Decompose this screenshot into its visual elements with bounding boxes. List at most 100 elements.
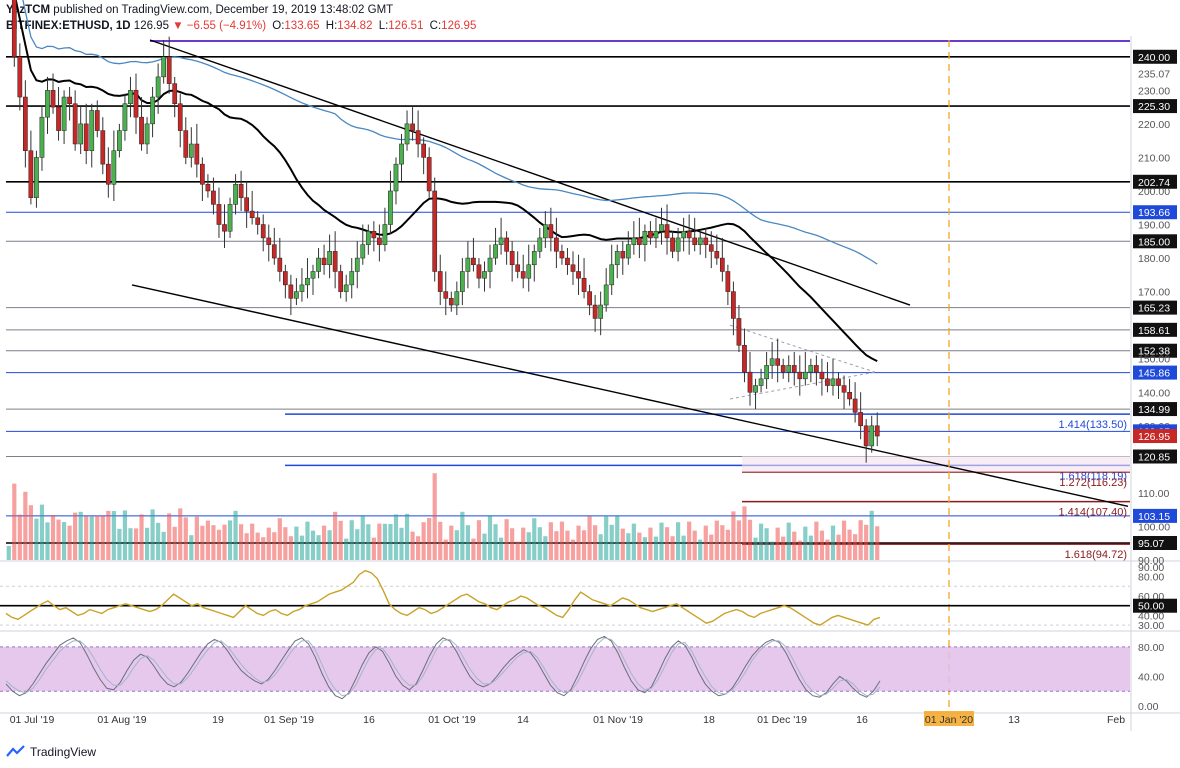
candle-body <box>869 425 875 447</box>
volume-bar <box>360 515 365 560</box>
candle-body <box>697 237 703 245</box>
candle-body <box>460 271 465 292</box>
candle-body <box>371 230 377 239</box>
candle-body <box>78 123 84 145</box>
volume-bar <box>841 520 847 560</box>
volume-bar <box>515 541 520 560</box>
volume-bar <box>576 525 581 560</box>
candle-body <box>332 251 338 272</box>
volume-bar <box>659 522 664 560</box>
candle-body <box>692 237 698 245</box>
volume-bar <box>388 524 393 560</box>
volume-bar <box>410 531 415 560</box>
candle-body <box>498 237 504 245</box>
close-label: C: <box>429 20 442 32</box>
candle-body <box>216 204 222 225</box>
volume-bar <box>709 534 714 560</box>
candle-body <box>349 271 355 286</box>
candle-body <box>648 230 653 239</box>
volume-bar <box>122 510 128 560</box>
stoch-line <box>5 637 881 697</box>
tradingview-brand[interactable]: TradingView <box>30 745 97 759</box>
candle-body <box>487 257 493 272</box>
price-tick-label: 220.00 <box>1138 119 1170 131</box>
candle-body <box>509 251 515 266</box>
price-tick-label: 140.00 <box>1138 387 1170 399</box>
tradingview-logo-icon <box>6 745 25 757</box>
candle-body <box>830 378 836 386</box>
level-price-label: 240.00 <box>1138 52 1170 64</box>
candle-body <box>531 251 537 266</box>
volume-bar <box>615 515 620 560</box>
volume-bar <box>609 524 614 560</box>
volume-bar <box>6 546 11 560</box>
candle-body <box>664 224 670 239</box>
candle-body <box>515 264 521 272</box>
level-price-label: 145.86 <box>1138 368 1170 380</box>
high-value: 134.82 <box>337 20 373 32</box>
volume-bar <box>28 505 33 560</box>
volume-bar <box>299 535 305 560</box>
candle-body <box>343 284 349 292</box>
volume-bar <box>814 521 819 560</box>
volume-bar <box>393 514 399 560</box>
volume-bar <box>95 515 100 560</box>
candle-body <box>637 237 642 245</box>
stoch-tick-label: 0.00 <box>1138 701 1159 713</box>
volume-bar <box>642 537 648 560</box>
candle-body <box>443 291 449 299</box>
rsi-line <box>5 569 881 626</box>
volume-bar <box>593 525 598 560</box>
candle-body <box>421 143 426 158</box>
volume-bar <box>117 528 122 560</box>
volume-bar <box>510 528 515 560</box>
candle-body <box>111 150 117 185</box>
candle-body <box>802 371 808 380</box>
volume-bar <box>205 520 211 560</box>
candle-body <box>200 163 205 185</box>
volume-bar <box>238 524 244 560</box>
candle-body <box>454 291 460 306</box>
level-price-label: 95.07 <box>1138 538 1164 550</box>
volume-bar <box>106 510 111 560</box>
low-label: L: <box>378 20 389 32</box>
volume-bar <box>100 516 105 560</box>
candle-body <box>858 412 863 427</box>
volume-bar <box>167 513 172 560</box>
candle-body <box>150 96 155 125</box>
last-price: 126.95 <box>133 20 169 32</box>
level-price-label: 120.85 <box>1138 452 1170 464</box>
level-price-tag <box>1133 49 1177 64</box>
volume-bar <box>764 528 769 560</box>
volume-bar <box>61 522 67 560</box>
volume-bar <box>189 535 194 560</box>
high-label: H: <box>325 20 338 32</box>
volume-bar <box>156 522 161 560</box>
candle-body <box>808 365 814 373</box>
volume-bar <box>493 524 498 560</box>
level-price-tag <box>1133 365 1177 380</box>
candle-body <box>797 371 803 380</box>
volume-bar <box>45 522 50 560</box>
volume-bar <box>216 529 222 560</box>
level-price-tag <box>1133 535 1177 550</box>
chart-canvas[interactable]: 1.414(133.50) 1.618(118.19)1.272(116.23) 1… <box>0 0 1180 742</box>
candle-body <box>526 264 532 279</box>
x-tick-label: 01 Sep '19 <box>264 714 314 726</box>
candle-body <box>836 378 841 386</box>
candle-body <box>653 230 659 239</box>
low-value: 126.51 <box>388 20 424 32</box>
volume-bar <box>349 520 354 560</box>
candle-body <box>747 371 753 393</box>
volume-bar <box>338 520 343 560</box>
candle-body <box>238 184 244 198</box>
candle-body <box>736 318 742 346</box>
candle-body <box>277 257 283 272</box>
volume-bar <box>537 527 542 560</box>
level-price-tag <box>1133 99 1177 114</box>
volume-bar <box>664 527 670 560</box>
volume-bar <box>78 511 83 560</box>
volume-bar <box>161 531 166 560</box>
volume-bar <box>399 527 404 560</box>
candle-body <box>814 365 819 373</box>
